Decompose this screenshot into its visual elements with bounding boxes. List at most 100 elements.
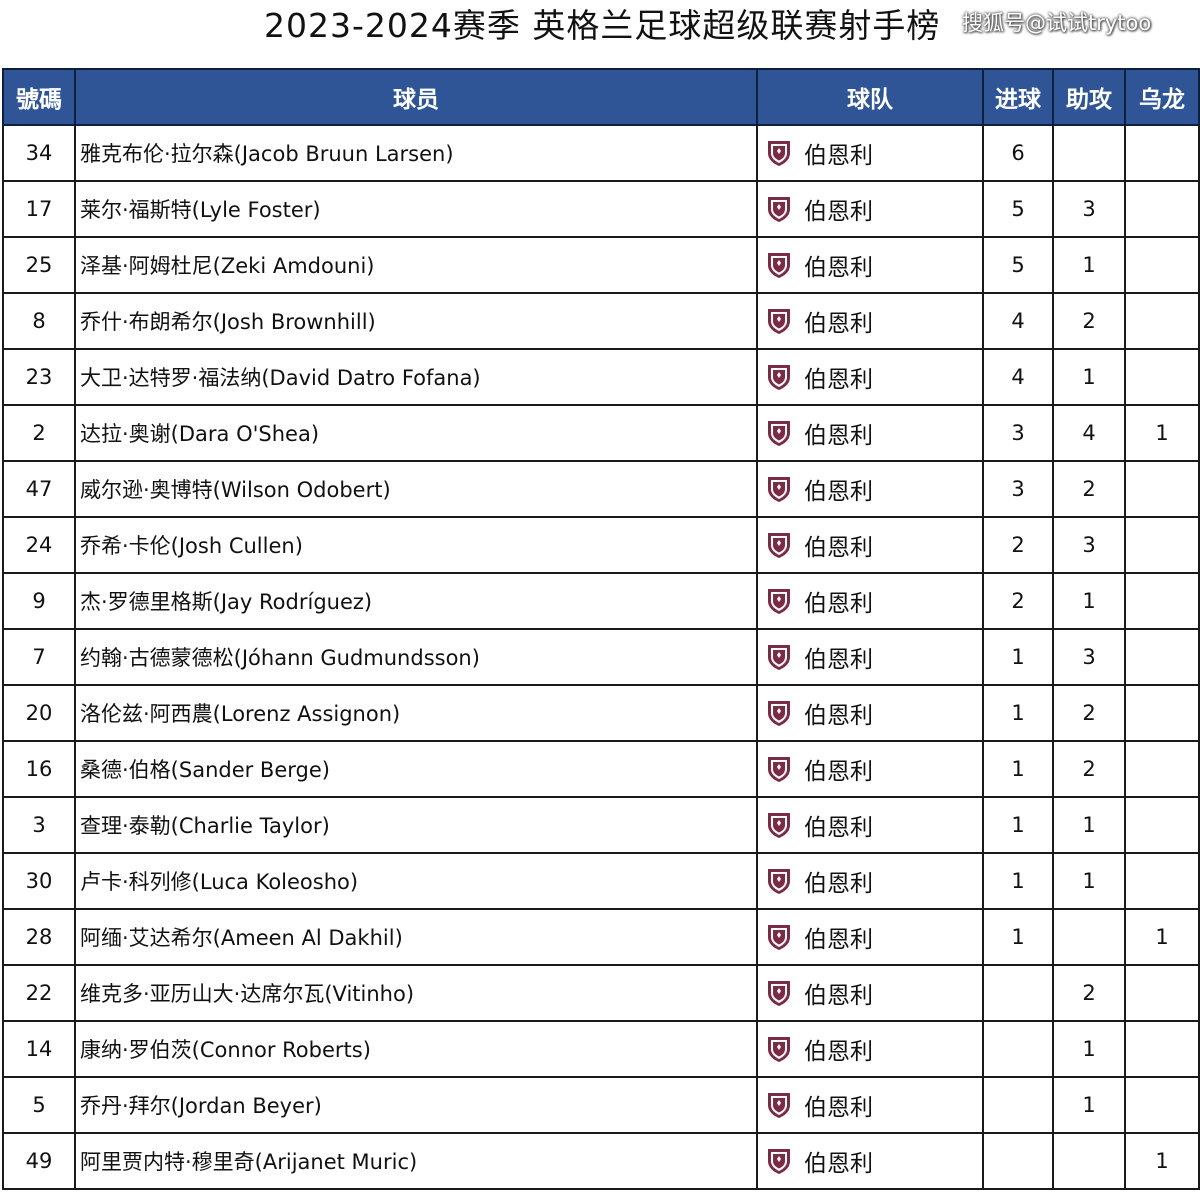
cell-own-goals: 1 [1124,908,1200,966]
cell-goals [982,964,1054,1022]
cell-own-goals [1124,1020,1200,1078]
burnley-crest-icon [766,363,792,391]
cell-player: 维克多·亚历山大·达席尔瓦(Vitinho) [74,964,758,1022]
burnley-crest-icon [766,699,792,727]
cell-number: 30 [2,852,76,910]
cell-assists: 3 [1052,628,1126,686]
cell-own-goals [1124,516,1200,574]
cell-number: 5 [2,1076,76,1134]
cell-team: 伯恩利 [756,740,984,798]
table-row: 23 大卫·达特罗·福法纳(David Datro Fofana) 伯恩利 4 1 [2,348,1200,406]
team-name: 伯恩利 [804,647,873,673]
cell-number: 34 [2,124,76,182]
cell-assists: 1 [1052,1076,1126,1134]
cell-assists: 3 [1052,180,1126,238]
cell-assists: 4 [1052,404,1126,462]
cell-goals: 6 [982,124,1054,182]
cell-assists: 1 [1052,572,1126,630]
cell-own-goals [1124,852,1200,910]
cell-own-goals [1124,236,1200,294]
column-header-assists[interactable]: 助攻 [1052,68,1126,126]
column-header-team[interactable]: 球队 [756,68,984,126]
cell-team: 伯恩利 [756,628,984,686]
table-row: 30 卢卡·科列修(Luca Koleosho) 伯恩利 1 1 [2,852,1200,910]
cell-goals [982,1020,1054,1078]
cell-number: 24 [2,516,76,574]
table-row: 17 莱尔·福斯特(Lyle Foster) 伯恩利 5 3 [2,180,1200,238]
cell-own-goals [1124,628,1200,686]
cell-player: 泽基·阿姆杜尼(Zeki Amdouni) [74,236,758,294]
table-row: 22 维克多·亚历山大·达席尔瓦(Vitinho) 伯恩利 2 [2,964,1200,1022]
cell-goals: 1 [982,852,1054,910]
cell-player: 查理·泰勒(Charlie Taylor) [74,796,758,854]
burnley-crest-icon [766,307,792,335]
table-row: 16 桑德·伯格(Sander Berge) 伯恩利 1 2 [2,740,1200,798]
burnley-crest-icon [766,923,792,951]
column-header-player[interactable]: 球员 [74,68,758,126]
cell-team: 伯恩利 [756,236,984,294]
cell-number: 25 [2,236,76,294]
cell-number: 47 [2,460,76,518]
cell-assists: 1 [1052,236,1126,294]
cell-player: 威尔逊·奥博特(Wilson Odobert) [74,460,758,518]
column-header-goals[interactable]: 进球 [982,68,1054,126]
table-row: 2 达拉·奥谢(Dara O'Shea) 伯恩利 3 4 1 [2,404,1200,462]
burnley-crest-icon [766,1035,792,1063]
cell-player: 乔丹·拜尔(Jordan Beyer) [74,1076,758,1134]
cell-player: 卢卡·科列修(Luca Koleosho) [74,852,758,910]
cell-player: 雅克布伦·拉尔森(Jacob Bruun Larsen) [74,124,758,182]
team-name: 伯恩利 [804,255,873,281]
cell-number: 20 [2,684,76,742]
column-header-own-goals[interactable]: 乌龙 [1124,68,1200,126]
cell-assists [1052,124,1126,182]
cell-goals: 1 [982,908,1054,966]
cell-team: 伯恩利 [756,404,984,462]
team-name: 伯恩利 [804,1095,873,1121]
cell-team: 伯恩利 [756,964,984,1022]
team-name: 伯恩利 [804,703,873,729]
cell-own-goals [1124,1076,1200,1134]
table-row: 3 查理·泰勒(Charlie Taylor) 伯恩利 1 1 [2,796,1200,854]
cell-assists: 2 [1052,684,1126,742]
cell-player: 康纳·罗伯茨(Connor Roberts) [74,1020,758,1078]
cell-player: 大卫·达特罗·福法纳(David Datro Fofana) [74,348,758,406]
cell-assists: 3 [1052,516,1126,574]
column-header-number[interactable]: 號碼 [2,68,76,126]
cell-team: 伯恩利 [756,684,984,742]
cell-own-goals [1124,684,1200,742]
cell-team: 伯恩利 [756,852,984,910]
cell-own-goals [1124,124,1200,182]
cell-number: 3 [2,796,76,854]
team-name: 伯恩利 [804,1151,873,1177]
cell-own-goals [1124,460,1200,518]
cell-team: 伯恩利 [756,1132,984,1190]
table-row: 7 约翰·古德蒙德松(Jóhann Gudmundsson) 伯恩利 1 3 [2,628,1200,686]
cell-assists: 2 [1052,460,1126,518]
burnley-crest-icon [766,755,792,783]
cell-own-goals [1124,740,1200,798]
cell-team: 伯恩利 [756,516,984,574]
cell-team: 伯恩利 [756,348,984,406]
team-name: 伯恩利 [804,479,873,505]
cell-goals: 3 [982,404,1054,462]
cell-assists: 1 [1052,1020,1126,1078]
title-bar: 2023-2024赛季 英格兰足球超级联赛射手榜 搜狐号@试试trytoo [0,0,1200,68]
burnley-crest-icon [766,419,792,447]
cell-goals: 4 [982,292,1054,350]
team-name: 伯恩利 [804,927,873,953]
cell-goals: 3 [982,460,1054,518]
table-body: 34 雅克布伦·拉尔森(Jacob Bruun Larsen) 伯恩利 6 17 莱尔·福… [2,124,1200,1190]
table-row: 20 洛伦兹·阿西農(Lorenz Assignon) 伯恩利 1 2 [2,684,1200,742]
cell-assists: 2 [1052,964,1126,1022]
burnley-crest-icon [766,531,792,559]
team-name: 伯恩利 [804,1039,873,1065]
cell-player: 阿里贾内特·穆里奇(Arijanet Muric) [74,1132,758,1190]
team-name: 伯恩利 [804,367,873,393]
table-header-row: 號碼 球员 球队 进球 助攻 乌龙 [2,68,1200,126]
cell-goals: 2 [982,572,1054,630]
cell-goals: 1 [982,628,1054,686]
cell-goals: 1 [982,796,1054,854]
cell-own-goals [1124,292,1200,350]
cell-number: 16 [2,740,76,798]
cell-assists: 2 [1052,292,1126,350]
